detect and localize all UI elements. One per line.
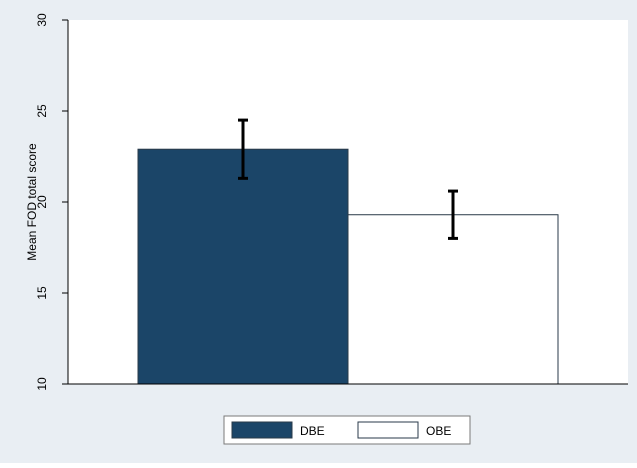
bars-layer — [137, 148, 559, 385]
y-axis-label: Mean FOD total score — [25, 143, 39, 261]
y-tick-label: 20 — [35, 195, 49, 209]
legend-swatch-dbe — [231, 421, 293, 439]
bar-obe — [347, 214, 559, 385]
legend-swatch-obe — [357, 421, 419, 439]
legend: DBE OBE — [223, 415, 471, 445]
legend-items: DBE OBE — [231, 421, 451, 439]
y-tick-label: 15 — [35, 286, 49, 300]
y-tick-label: 25 — [35, 104, 49, 118]
legend-label-dbe: DBE — [300, 424, 325, 438]
legend-label-obe: OBE — [426, 424, 451, 438]
error-bars-layer — [238, 118, 458, 240]
y-tick-label: 10 — [35, 377, 49, 391]
y-tick-label: 30 — [35, 13, 49, 27]
bar-dbe — [137, 148, 349, 385]
y-ticks-layer: 10 15 20 25 30 — [35, 13, 68, 391]
